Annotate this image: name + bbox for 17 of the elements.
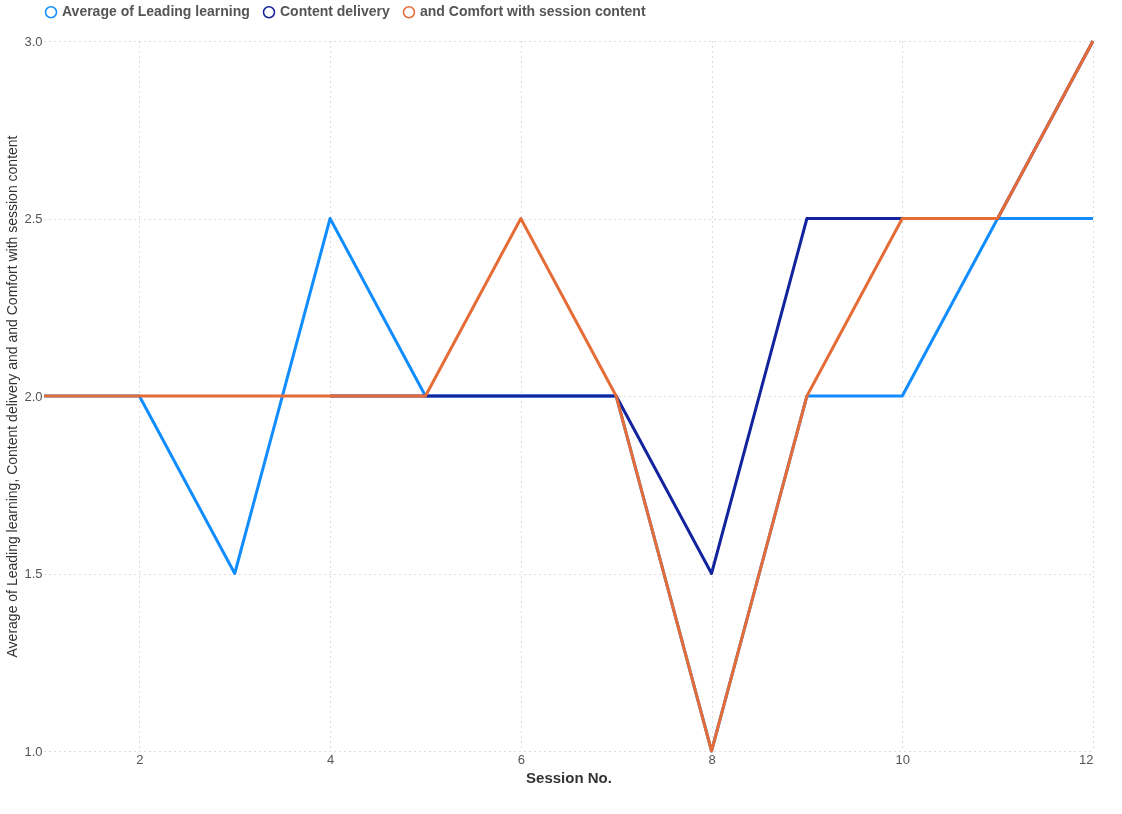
y-tick-label: 1.5	[24, 566, 43, 581]
x-axis-title: Session No.	[526, 768, 612, 786]
legend-label: Content delivery	[280, 3, 390, 20]
y-tick-label: 2.5	[24, 211, 43, 226]
x-tick-label: 12	[1079, 751, 1094, 767]
x-tick-label: 10	[895, 751, 911, 767]
x-tick-label: 2	[136, 751, 144, 767]
y-tick-label: 1.0	[24, 743, 43, 759]
x-tick-label: 8	[708, 751, 716, 767]
x-tick-label: 4	[326, 751, 335, 767]
y-axis-title: Average of Leading learning, Content delivery and and Comfort with session content	[4, 135, 21, 658]
x-tick-label: 6	[517, 751, 525, 767]
legend-label: and Comfort with session content	[420, 3, 646, 20]
y-tick-label: 3.0	[24, 33, 43, 49]
legend-label: Average of Leading learning	[62, 3, 250, 20]
y-tick-label: 2.0	[24, 388, 43, 404]
line-series	[42, 39, 1095, 753]
